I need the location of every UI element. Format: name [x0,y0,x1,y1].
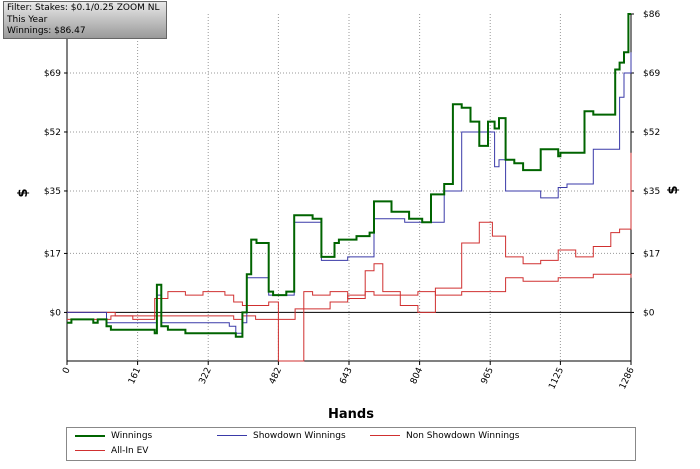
series-line-non-showdown-winnings [67,273,632,320]
y-tick-label-left: $69 [44,69,61,79]
filter-stakes-text: Filter: Stakes: $0.1/0.25 ZOOM NL [7,3,160,13]
x-tick-label: 0 [61,366,73,376]
x-axis-label: Hands [328,407,374,422]
filter-period-text: This Year [7,14,48,25]
y-axis-label-left: $ [16,188,31,197]
legend-item-showdown: Showdown Winnings [217,431,346,441]
y-tick-label-right: $69 [643,69,660,79]
y-tick-label-left: $35 [44,187,61,197]
y-tick-label-right: $17 [643,249,660,259]
y-tick-label-left: $17 [44,249,61,259]
legend-swatch [75,450,105,451]
filter-winnings-text: Winnings: $86.47 [7,26,86,36]
axes [64,13,634,365]
filter-info-box: Filter: Stakes: $0.1/0.25 ZOOM NL This Y… [3,1,167,39]
legend: Winnings Showdown Winnings Non Showdown … [66,427,636,461]
legend-swatch [217,435,247,436]
x-tick-label: 804 [409,366,425,386]
y-tick-label-left: $52 [44,128,61,138]
x-tick-label: 161 [127,366,143,386]
legend-label: Winnings [111,431,153,441]
y-axis-label-right: $ [666,185,681,194]
legend-item-winnings: Winnings [75,431,152,441]
y-tick-label-right: $52 [643,128,660,138]
gridlines [67,14,631,361]
x-tick-label: 1125 [547,366,566,391]
legend-swatch [370,435,400,436]
x-tick-label: 1286 [618,366,637,391]
x-tick-label: 482 [268,366,284,386]
y-tick-label-left: $0 [50,308,62,318]
x-tick-label: 965 [480,366,496,386]
x-tick-label: 322 [198,366,214,386]
x-tick-label: 643 [338,366,354,386]
series-line-all-in-ev [67,152,632,362]
legend-swatch [75,434,105,437]
legend-label: Showdown Winnings [253,431,346,441]
series-line-showdown-winnings [67,52,632,334]
series-line-winnings [67,13,631,338]
legend-item-non-showdown: Non Showdown Winnings [370,431,519,441]
y-tick-label-right: $86 [643,10,660,20]
legend-label: All-In EV [111,446,149,456]
series-lines [67,13,632,362]
legend-label: Non Showdown Winnings [406,431,520,441]
legend-item-allin-ev: All-In EV [75,446,148,456]
y-tick-label-right: $35 [643,187,660,197]
y-tick-label-right: $0 [643,308,655,318]
tick-labels: $0$0$17$17$35$35$52$52$69$69$86$86016132… [44,10,661,391]
